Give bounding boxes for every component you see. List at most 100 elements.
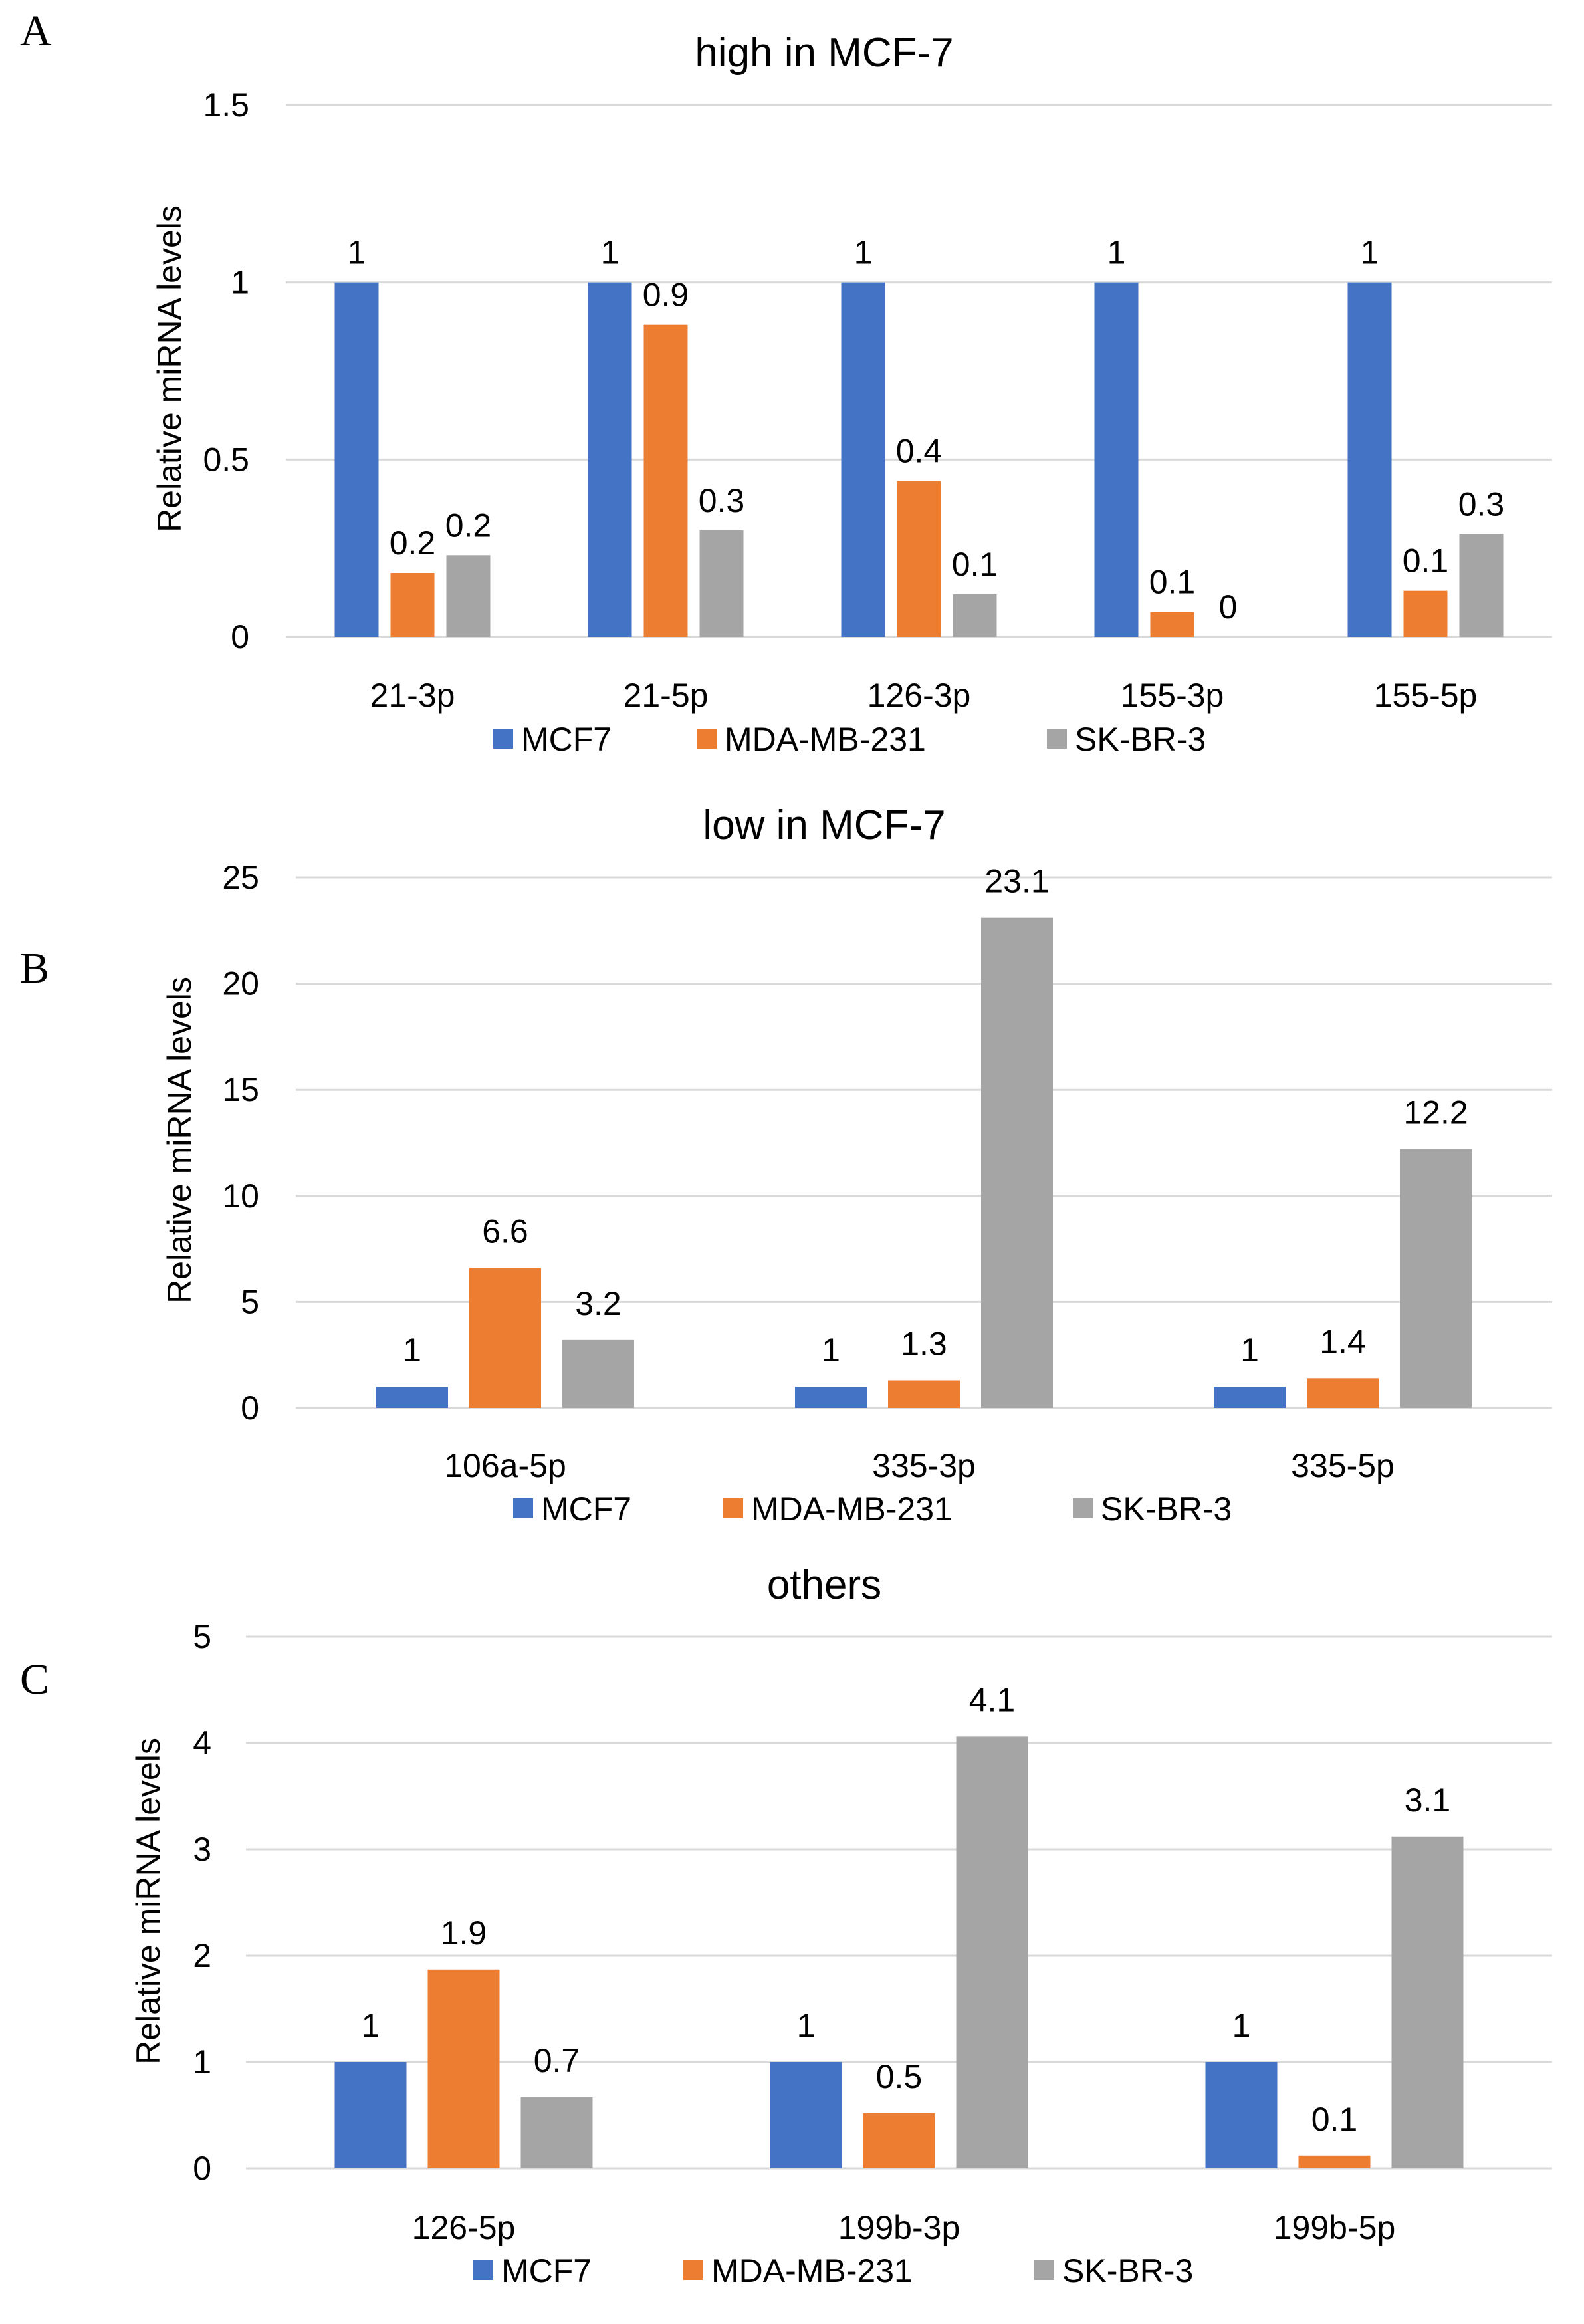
bar-mcf7-155-5p [1347, 282, 1392, 638]
legend-label: MDA-MB-231 [725, 721, 926, 758]
category-label: 106a-5p [444, 1447, 566, 1484]
bar-mda-mb-231-335-3p [888, 1380, 960, 1408]
data-label: 1 [1240, 1332, 1259, 1369]
legend-label: SK-BR-3 [1062, 2252, 1193, 2289]
category-label: 155-3p [1121, 677, 1224, 714]
data-label: 1 [1107, 234, 1126, 271]
panel-letter: A [20, 7, 52, 55]
bar-sk-br-3-106a-5p [562, 1339, 634, 1408]
legend-label: MCF7 [521, 721, 612, 758]
bar-mcf7-126-5p [334, 2062, 407, 2168]
data-label: 3.2 [575, 1285, 622, 1322]
data-label: 1.3 [901, 1326, 947, 1363]
y-tick-label: 0 [241, 1389, 259, 1427]
y-axis-label: Relative miRNA levels [161, 977, 198, 1304]
data-label: 1 [403, 1332, 421, 1369]
legend-label: MCF7 [501, 2252, 592, 2289]
data-label: 0.1 [1403, 542, 1449, 580]
data-label: 0.1 [1311, 2101, 1358, 2138]
legend-label: SK-BR-3 [1075, 721, 1206, 758]
bar-mda-mb-231-21-5p [643, 324, 688, 637]
legend-swatch [493, 729, 513, 749]
bar-mcf7-335-3p [795, 1387, 867, 1408]
legend-swatch [1047, 729, 1067, 749]
bar-sk-br-3-21-3p [446, 555, 491, 637]
y-tick-label: 15 [222, 1071, 259, 1108]
data-label: 4.1 [969, 1681, 1016, 1718]
y-tick-label: 1.5 [203, 86, 249, 124]
data-label: 23.1 [984, 863, 1049, 900]
bar-mcf7-199b-3p [770, 2062, 842, 2168]
bar-mcf7-21-5p [588, 282, 632, 638]
y-tick-label: 3 [193, 1831, 211, 1868]
y-tick-label: 1 [231, 264, 249, 301]
data-label: 1 [822, 1332, 840, 1369]
bar-mda-mb-231-335-5p [1307, 1378, 1379, 1408]
legend-swatch [697, 729, 717, 749]
y-tick-label: 0.5 [203, 441, 249, 478]
bar-mcf7-155-3p [1094, 282, 1139, 638]
y-tick-label: 4 [193, 1724, 211, 1762]
category-label: 335-3p [872, 1447, 976, 1484]
category-label: 199b-5p [1274, 2209, 1396, 2246]
y-tick-label: 2 [193, 1937, 211, 1974]
data-label: 12.2 [1403, 1094, 1468, 1131]
data-label: 0.3 [1458, 485, 1505, 523]
y-tick-label: 10 [222, 1177, 259, 1215]
y-tick-label: 20 [222, 965, 259, 1002]
data-label: 1.9 [441, 1915, 487, 1952]
legend-swatch [473, 2260, 493, 2280]
data-label: 1.4 [1319, 1323, 1366, 1360]
y-tick-label: 5 [193, 1618, 211, 1655]
category-label: 335-5p [1291, 1447, 1395, 1484]
data-label: 0.1 [1149, 564, 1196, 601]
y-tick-label: 5 [241, 1283, 259, 1320]
legend-label: MDA-MB-231 [711, 2252, 913, 2289]
bar-mda-mb-231-155-3p [1150, 612, 1194, 637]
data-label: 3.1 [1405, 1782, 1451, 1819]
bar-mda-mb-231-155-5p [1403, 590, 1448, 637]
data-label: 6.6 [482, 1213, 528, 1250]
data-label: 0.1 [952, 546, 998, 583]
y-tick-label: 0 [193, 2150, 211, 2187]
bar-sk-br-3-199b-5p [1391, 1836, 1464, 2168]
bar-sk-br-3-335-5p [1400, 1149, 1472, 1408]
legend-swatch [723, 1498, 743, 1518]
data-label: 1 [1361, 234, 1379, 271]
bar-mda-mb-231-106a-5p [469, 1268, 541, 1408]
y-axis-label: Relative miRNA levels [151, 205, 188, 532]
category-label: 199b-3p [838, 2209, 961, 2246]
bar-sk-br-3-21-5p [699, 530, 744, 637]
bar-sk-br-3-126-3p [953, 594, 997, 637]
chart-title: high in MCF-7 [695, 30, 953, 76]
bar-mcf7-21-3p [334, 282, 379, 638]
legend-swatch [1073, 1498, 1093, 1518]
bar-mcf7-126-3p [841, 282, 885, 638]
data-label: 1 [362, 2007, 380, 2044]
bar-mda-mb-231-199b-3p [863, 2113, 935, 2168]
legend-swatch [683, 2260, 703, 2280]
data-label: 0.7 [534, 2042, 580, 2079]
bar-mcf7-106a-5p [376, 1387, 448, 1408]
y-tick-label: 25 [222, 859, 259, 896]
data-label: 0.2 [445, 507, 492, 544]
data-label: 0.2 [390, 524, 436, 562]
category-label: 126-5p [412, 2209, 516, 2246]
bar-mda-mb-231-126-3p [897, 481, 941, 637]
bar-mcf7-335-5p [1214, 1387, 1286, 1408]
category-label: 126-3p [867, 677, 971, 714]
y-axis-label: Relative miRNA levels [130, 1738, 167, 2065]
chart-title: low in MCF-7 [703, 802, 945, 848]
bar-mda-mb-231-21-3p [390, 573, 435, 637]
bar-mcf7-199b-5p [1205, 2062, 1278, 2168]
category-label: 155-5p [1374, 677, 1478, 714]
y-tick-label: 1 [193, 2043, 211, 2081]
legend-swatch [513, 1498, 533, 1518]
bar-sk-br-3-126-5p [520, 2097, 593, 2168]
bar-sk-br-3-199b-3p [956, 1736, 1028, 2168]
chart-title: others [767, 1562, 881, 1608]
data-label: 0.3 [699, 482, 745, 519]
